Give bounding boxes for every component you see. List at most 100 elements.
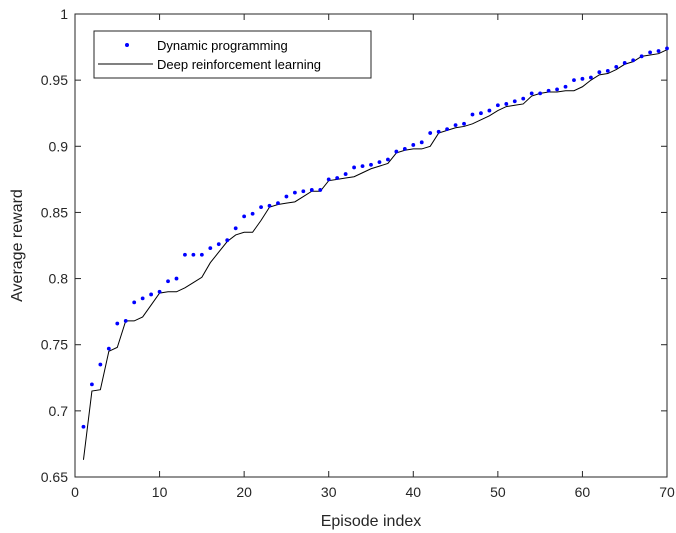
y-tick-label: 0.65 xyxy=(41,469,68,485)
x-tick-label: 40 xyxy=(405,484,421,500)
data-point-dynamic-programming xyxy=(98,362,103,367)
data-point-dynamic-programming xyxy=(216,242,221,247)
data-point-dynamic-programming xyxy=(208,246,213,251)
series-layer xyxy=(81,46,669,460)
data-point-dynamic-programming xyxy=(555,87,559,92)
data-point-dynamic-programming xyxy=(123,319,128,323)
data-point-dynamic-programming xyxy=(115,321,120,326)
x-axis-ticks: 0 10 20 30 40 50 60 70 xyxy=(71,14,675,500)
y-tick-label: 0.9 xyxy=(49,138,69,154)
y-axis-label: Average reward xyxy=(9,189,26,302)
data-point-dynamic-programming xyxy=(166,279,170,284)
data-point-dynamic-programming xyxy=(343,172,348,176)
y-tick-label: 1 xyxy=(60,6,68,22)
data-point-dynamic-programming xyxy=(445,127,450,131)
data-point-dynamic-programming xyxy=(360,164,365,169)
legend-label-deep-reinforcement-learning: Deep reinforcement learning xyxy=(157,57,321,72)
x-tick-label: 20 xyxy=(236,484,252,500)
y-axis-ticks: 0.65 0.7 0.75 0.8 0.85 0.9 0.95 1 xyxy=(41,6,667,485)
data-point-dynamic-programming xyxy=(614,65,619,69)
data-point-dynamic-programming xyxy=(369,162,373,167)
data-point-dynamic-programming xyxy=(233,226,238,231)
data-point-dynamic-programming xyxy=(546,88,551,93)
data-point-dynamic-programming xyxy=(479,111,483,116)
data-point-dynamic-programming xyxy=(174,276,179,281)
data-point-dynamic-programming xyxy=(588,75,593,80)
data-point-dynamic-programming xyxy=(436,129,441,134)
data-point-dynamic-programming xyxy=(199,252,204,257)
data-point-dynamic-programming xyxy=(284,194,289,199)
data-point-dynamic-programming xyxy=(529,91,534,96)
data-point-dynamic-programming xyxy=(402,147,407,151)
legend: Dynamic programming Deep reinforcement l… xyxy=(93,30,372,79)
y-tick-label: 0.75 xyxy=(41,337,68,353)
series-line-deep-reinforcement-learning xyxy=(82,49,668,460)
x-axis-label: Episode index xyxy=(321,513,422,530)
data-point-dynamic-programming xyxy=(301,189,306,194)
data-point-dynamic-programming xyxy=(335,176,340,180)
y-tick-label: 0.7 xyxy=(49,403,69,419)
data-point-dynamic-programming xyxy=(521,96,526,101)
data-point-dynamic-programming xyxy=(276,201,280,206)
data-point-dynamic-programming xyxy=(504,102,509,106)
data-point-dynamic-programming xyxy=(140,296,145,301)
data-point-dynamic-programming xyxy=(656,49,661,53)
plot-area xyxy=(74,13,668,478)
data-point-dynamic-programming xyxy=(259,205,263,210)
data-point-dynamic-programming xyxy=(267,203,272,208)
data-point-dynamic-programming xyxy=(495,103,500,108)
data-point-dynamic-programming xyxy=(428,131,433,135)
data-point-dynamic-programming xyxy=(639,54,644,59)
data-point-dynamic-programming xyxy=(394,149,399,154)
data-point-dynamic-programming xyxy=(250,211,255,216)
x-tick-label: 10 xyxy=(152,484,168,500)
data-point-dynamic-programming xyxy=(318,188,323,192)
data-point-dynamic-programming xyxy=(538,91,543,96)
data-point-dynamic-programming xyxy=(470,112,475,117)
data-point-dynamic-programming xyxy=(132,300,137,305)
y-tick-label: 0.95 xyxy=(41,72,68,88)
data-point-dynamic-programming xyxy=(377,160,382,165)
data-point-dynamic-programming xyxy=(81,424,86,429)
data-point-dynamic-programming xyxy=(309,188,314,192)
data-point-dynamic-programming xyxy=(462,121,466,126)
data-point-dynamic-programming xyxy=(597,70,602,75)
data-point-dynamic-programming xyxy=(648,50,652,55)
data-point-dynamic-programming xyxy=(90,382,94,387)
legend-label-dynamic-programming: Dynamic programming xyxy=(157,38,288,53)
data-point-dynamic-programming xyxy=(326,177,331,182)
data-point-dynamic-programming xyxy=(183,252,187,257)
data-point-dynamic-programming xyxy=(411,143,416,147)
data-point-dynamic-programming xyxy=(665,46,669,51)
data-point-dynamic-programming xyxy=(572,78,576,83)
data-point-dynamic-programming xyxy=(419,140,424,145)
data-point-dynamic-programming xyxy=(580,76,585,81)
data-point-dynamic-programming xyxy=(225,238,230,243)
legend-box xyxy=(93,30,372,79)
data-point-dynamic-programming xyxy=(622,61,627,65)
data-point-dynamic-programming xyxy=(191,252,196,257)
x-tick-label: 30 xyxy=(321,484,337,500)
data-point-dynamic-programming xyxy=(631,58,636,63)
data-point-dynamic-programming xyxy=(106,346,111,351)
data-point-dynamic-programming xyxy=(453,123,458,128)
y-tick-label: 0.85 xyxy=(41,204,68,220)
x-tick-label: 70 xyxy=(659,484,675,500)
data-point-dynamic-programming xyxy=(149,292,154,297)
data-point-dynamic-programming xyxy=(157,289,162,294)
plot-frame xyxy=(74,13,668,478)
legend-marker-dynamic-programming xyxy=(125,43,129,47)
x-tick-label: 60 xyxy=(575,484,591,500)
data-point-dynamic-programming xyxy=(605,68,610,73)
y-tick-label: 0.8 xyxy=(49,271,69,287)
data-point-dynamic-programming xyxy=(386,157,390,162)
data-point-dynamic-programming xyxy=(487,108,492,113)
data-point-dynamic-programming xyxy=(563,84,568,89)
data-point-dynamic-programming xyxy=(242,214,247,219)
data-point-dynamic-programming xyxy=(512,99,517,104)
data-point-dynamic-programming xyxy=(292,190,297,195)
x-tick-label: 0 xyxy=(71,484,79,500)
data-point-dynamic-programming xyxy=(352,165,356,170)
